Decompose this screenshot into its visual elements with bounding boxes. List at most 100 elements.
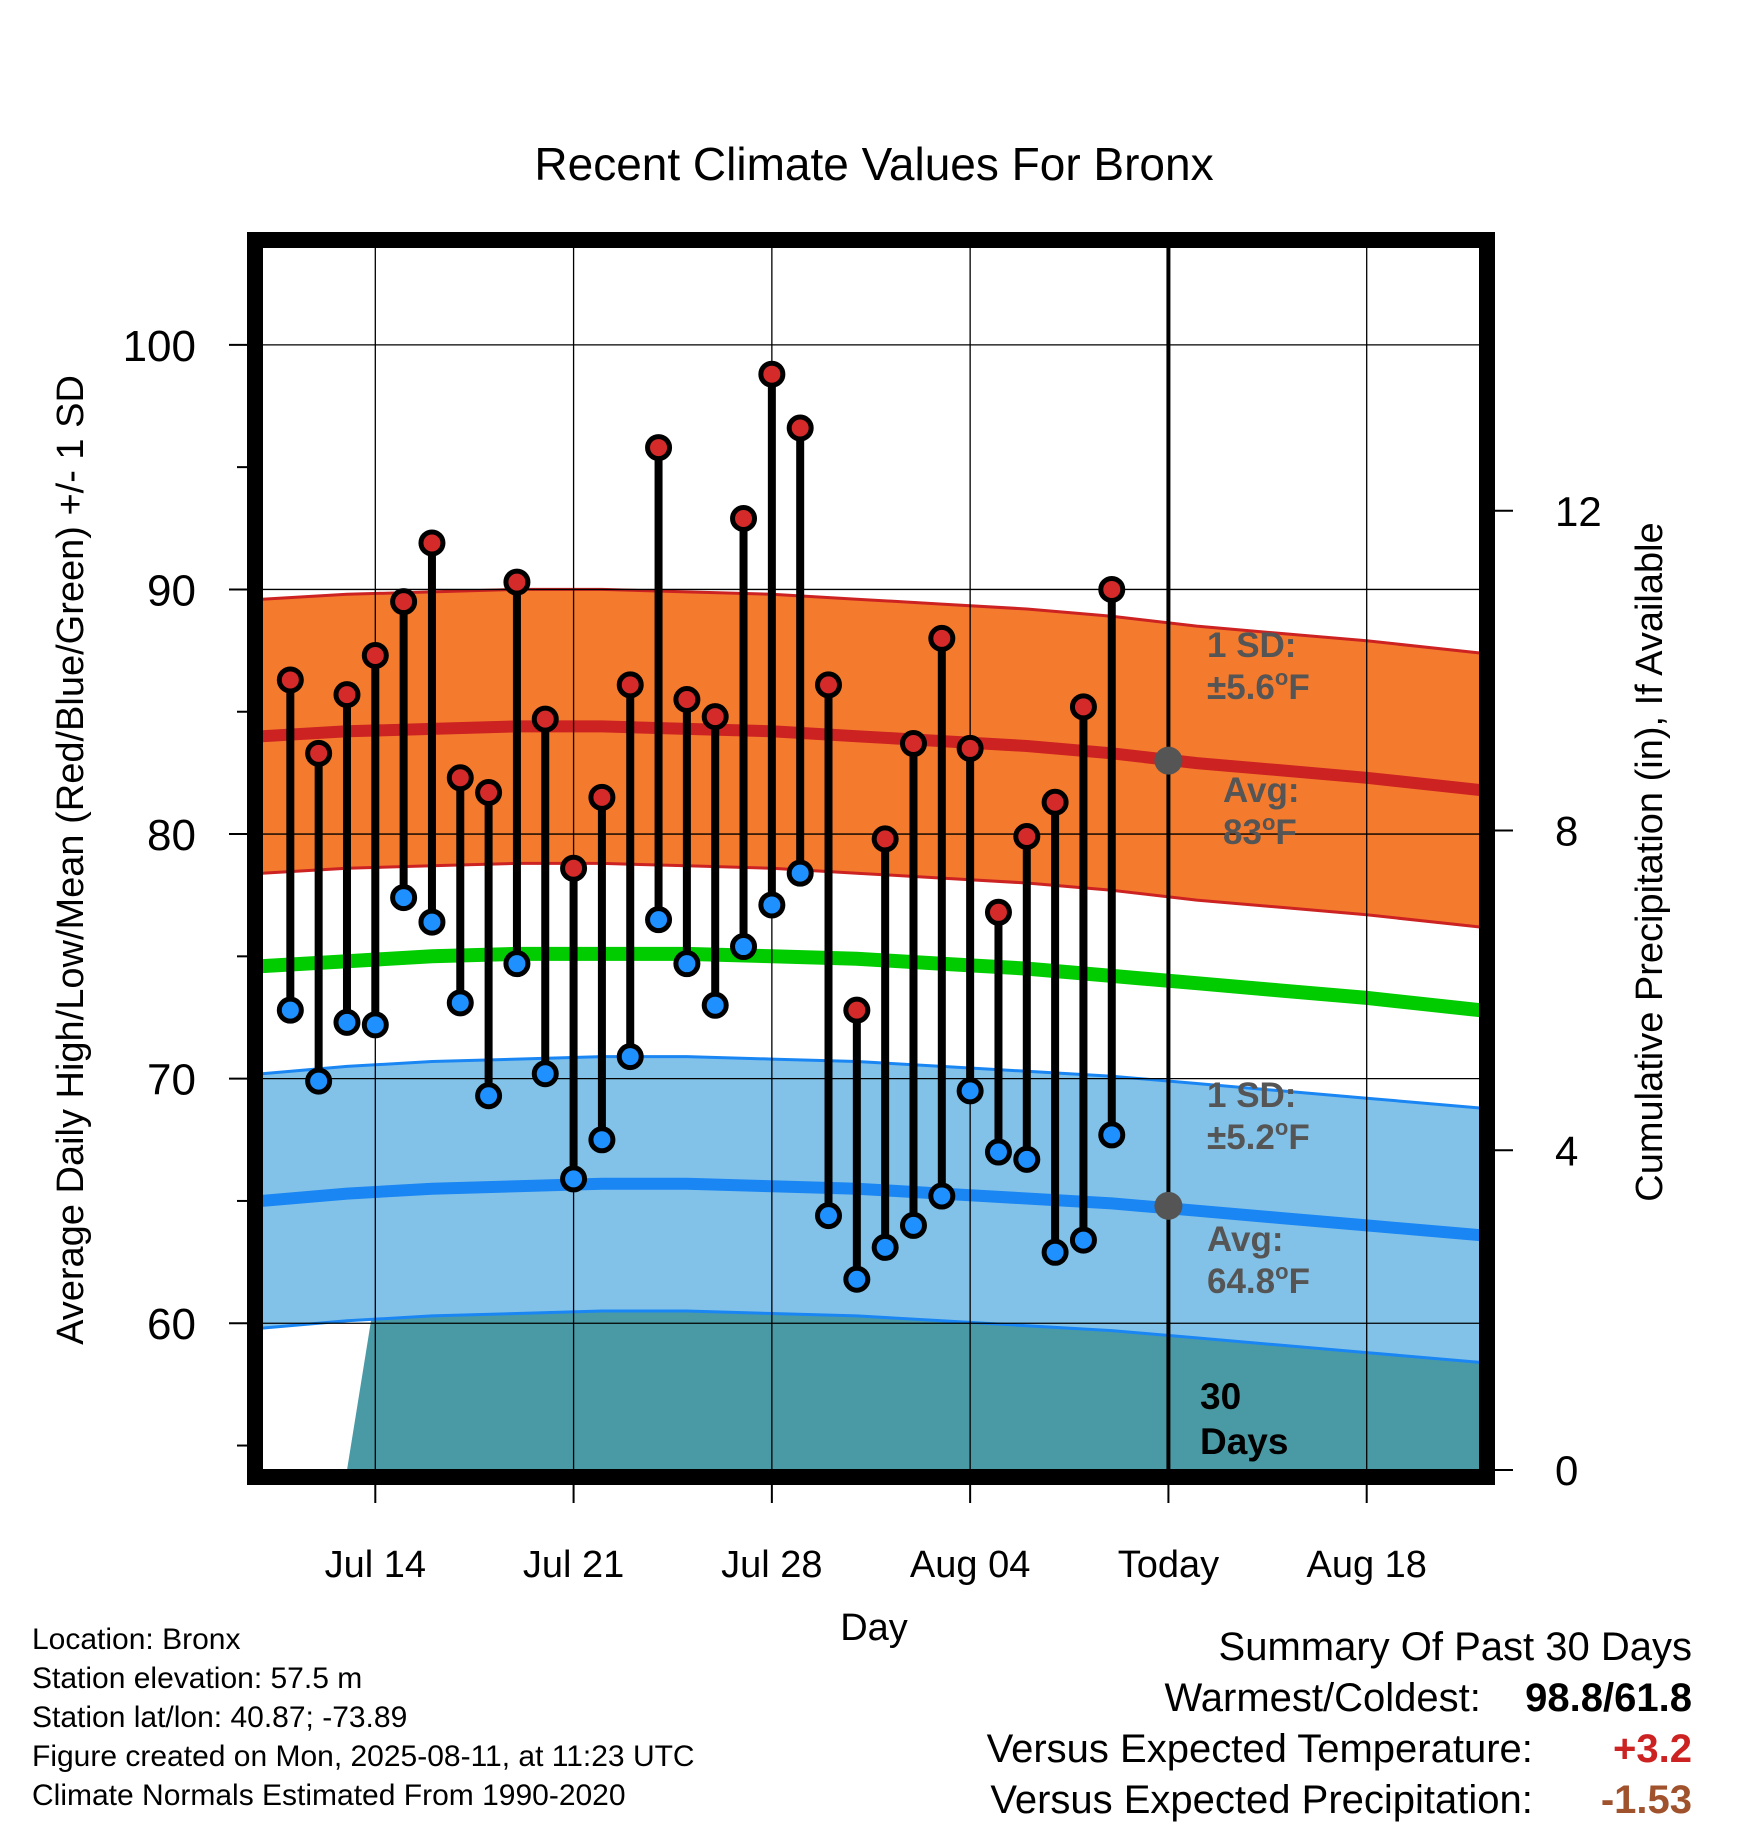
daily-high-point — [1041, 788, 1069, 816]
daily-high-point — [418, 529, 446, 557]
low-sd-band — [262, 1056, 1480, 1363]
days-label-line2: Days — [1200, 1421, 1288, 1462]
today-high-avg-marker — [1154, 746, 1183, 775]
daily-low-point — [899, 1211, 927, 1239]
daily-high-point — [333, 681, 361, 709]
low-sd-label-line1: 1 SD: — [1207, 1076, 1296, 1115]
daily-low-point — [730, 933, 758, 961]
temp-value: +3.2 — [1613, 1727, 1692, 1771]
daily-low-point — [1013, 1145, 1041, 1173]
days-label-line1: 30 — [1200, 1376, 1241, 1417]
daily-high-point — [758, 360, 786, 388]
y-axis-label: Average Daily High/Low/Mean (Red/Blue/Gr… — [50, 375, 92, 1345]
daily-high-point — [616, 671, 644, 699]
low-lower-line — [262, 1309, 1480, 1364]
y-tick-label: 100 — [123, 322, 196, 371]
elevation-text: Station elevation: 57.5 m — [32, 1662, 363, 1695]
daily-low-point — [531, 1060, 559, 1088]
high-upper-line — [262, 587, 1480, 655]
x-tick-label: Jul 28 — [721, 1544, 822, 1586]
daily-high-point — [361, 641, 389, 669]
daily-high-point — [531, 705, 559, 733]
daily-low-point — [475, 1082, 503, 1110]
daily-high-point — [815, 671, 843, 699]
high-sd-band — [262, 589, 1480, 927]
daily-high-point — [871, 825, 899, 853]
daily-low-point — [758, 891, 786, 919]
daily-low-point — [418, 908, 446, 936]
summary-panel: Summary Of Past 30 Days Warmest/Coldest:… — [987, 1622, 1692, 1826]
y2-tick-label: 4 — [1555, 1127, 1578, 1174]
x-tick-label: Today — [1118, 1544, 1219, 1586]
daily-high-point — [446, 764, 474, 792]
y-tick-label: 70 — [147, 1056, 196, 1105]
daily-low-point — [701, 991, 729, 1019]
warm-cold-value: 98.8/61.8 — [1525, 1676, 1692, 1720]
summary-title: Summary Of Past 30 Days — [1218, 1625, 1692, 1669]
daily-layer — [276, 360, 1126, 1293]
daily-high-point — [701, 703, 729, 731]
daily-high-point — [843, 996, 871, 1024]
daily-low-point — [305, 1067, 333, 1095]
daily-low-point — [560, 1165, 588, 1193]
daily-high-point — [673, 686, 701, 714]
daily-high-point — [928, 624, 956, 652]
mean-line — [262, 946, 1480, 1018]
daily-low-point — [928, 1182, 956, 1210]
axes-layer: Recent Climate Values For Bronx607080901… — [50, 138, 1671, 1649]
today-low-avg-marker — [1154, 1191, 1183, 1220]
daily-low-point — [1098, 1121, 1126, 1149]
daily-low-point — [984, 1138, 1012, 1166]
x-axis-label: Day — [840, 1607, 908, 1649]
precip-label: Versus Expected Precipitation: — [990, 1778, 1533, 1822]
daily-high-point — [1013, 822, 1041, 850]
y2-tick-label: 8 — [1555, 808, 1578, 855]
daily-high-point — [475, 778, 503, 806]
summary-temp: Versus Expected Temperature: +3.2 — [987, 1724, 1692, 1775]
daily-high-point — [645, 434, 673, 462]
daily-low-point — [843, 1265, 871, 1293]
low-avg-label-line1: Avg: — [1207, 1220, 1283, 1259]
location-text: Location: Bronx — [32, 1623, 241, 1656]
daily-low-point — [503, 950, 531, 978]
daily-high-point — [588, 783, 616, 811]
summary-warm-cold: Warmest/Coldest: 98.8/61.8 — [987, 1673, 1693, 1724]
daily-low-point — [276, 996, 304, 1024]
latlon-text: Station lat/lon: 40.87; -73.89 — [32, 1701, 408, 1734]
high-avg-line — [262, 720, 1480, 796]
daily-high-point — [786, 414, 814, 442]
daily-high-point — [503, 568, 531, 596]
y-tick-label: 60 — [147, 1300, 196, 1349]
daily-low-point — [390, 884, 418, 912]
daily-low-point — [588, 1126, 616, 1154]
daily-high-point — [899, 730, 927, 758]
high-avg-label-line2: 83oF — [1223, 810, 1297, 852]
daily-low-point — [815, 1202, 843, 1230]
daily-high-point — [984, 898, 1012, 926]
summary-precip: Versus Expected Precipitation: -1.53 — [987, 1775, 1692, 1826]
x-tick-label: Jul 14 — [325, 1544, 426, 1586]
daily-low-point — [956, 1077, 984, 1105]
daily-low-point — [871, 1233, 899, 1261]
x-tick-label: Aug 04 — [910, 1544, 1030, 1586]
daily-high-point — [1069, 693, 1097, 721]
low-sd-label-line2: ±5.2oF — [1207, 1115, 1310, 1157]
high-sd-label-line1: 1 SD: — [1207, 626, 1296, 665]
daily-high-point — [730, 505, 758, 533]
plot-frame — [247, 232, 1495, 1485]
daily-high-point — [956, 734, 984, 762]
chart-title: Recent Climate Values For Bronx — [534, 138, 1213, 190]
created-text: Figure created on Mon, 2025-08-11, at 11… — [32, 1740, 695, 1773]
high-avg-label-line1: Avg: — [1223, 771, 1299, 810]
daily-low-point — [333, 1008, 361, 1036]
daily-low-point — [1041, 1238, 1069, 1266]
daily-low-point — [645, 906, 673, 934]
daily-high-point — [305, 739, 333, 767]
precip-value: -1.53 — [1600, 1778, 1692, 1822]
daily-high-point — [276, 666, 304, 694]
low-avg-label-line2: 64.8oF — [1207, 1259, 1310, 1301]
normals-text: Climate Normals Estimated From 1990-2020 — [32, 1779, 626, 1812]
station-info: Location: Bronx Station elevation: 57.5 … — [32, 1620, 695, 1815]
